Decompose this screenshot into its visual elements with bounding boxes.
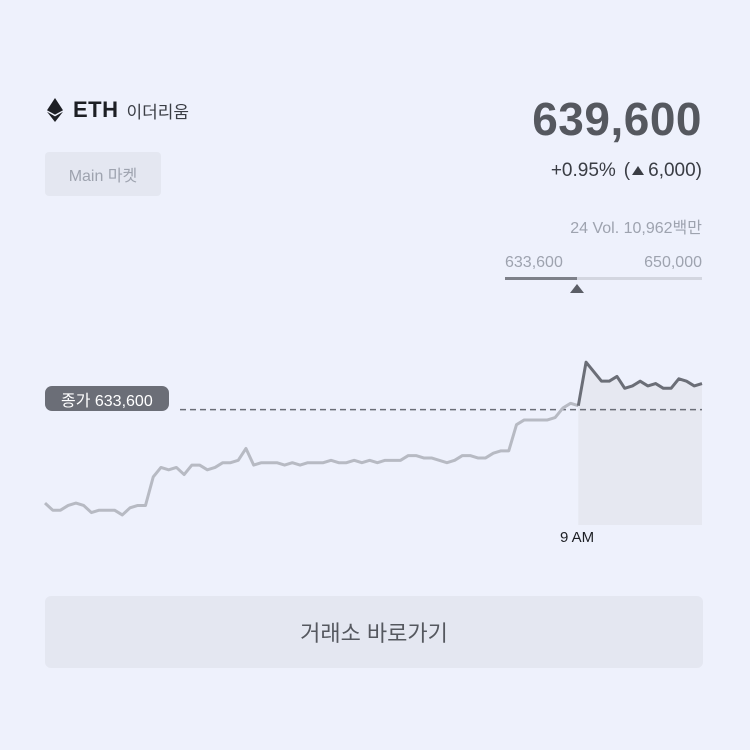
go-to-exchange-button[interactable]: 거래소 바로가기 — [45, 596, 703, 668]
current-price: 639,600 — [532, 93, 702, 145]
change-rate: +0.95% — [550, 160, 616, 181]
main-market-button[interactable]: Main 마켓 — [45, 152, 161, 196]
change-amount: 6,000) — [648, 160, 702, 181]
range-track — [505, 277, 702, 280]
time-axis-label: 9 AM — [560, 529, 595, 546]
change-open-paren: ( — [623, 160, 631, 181]
coin-name: 이더리움 — [126, 102, 190, 122]
price-change: +0.95% ( 6,000) — [551, 160, 702, 182]
close-price-badge: 종가 633,600 — [45, 386, 169, 411]
coin-header: ETH 이더리움 — [47, 96, 189, 124]
chart-area-fill — [578, 362, 702, 525]
price-line-after — [576, 360, 703, 406]
ethereum-icon — [47, 98, 63, 122]
triangle-up-icon — [632, 165, 645, 175]
range-high: 650,000 — [644, 254, 702, 271]
price-line-before — [43, 401, 579, 517]
range-low: 633,600 — [505, 254, 563, 271]
range-marker-icon — [570, 284, 585, 293]
volume-label: 24 Vol. 10,962백만 — [570, 220, 702, 237]
range-fill — [505, 277, 578, 280]
coin-symbol: ETH — [73, 97, 119, 122]
